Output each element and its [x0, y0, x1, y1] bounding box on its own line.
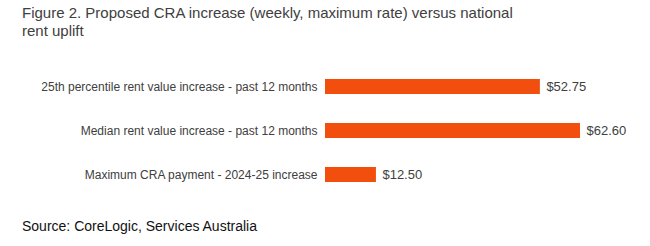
svg-text:$12.50: $12.50 — [382, 167, 422, 182]
svg-text:$62.60: $62.60 — [587, 123, 627, 138]
svg-text:Maximum CRA payment - 2024-25: Maximum CRA payment - 2024-25 increase — [85, 168, 318, 182]
svg-text:Median rent value increase - p: Median rent value increase - past 12 mon… — [81, 124, 318, 138]
html-text:Figure 2. Proposed CRA increas: Figure 2. Proposed CRA increase (weekly,… — [22, 4, 513, 39]
html-text:Source: CoreLogic, Services Au: Source: CoreLogic, Services Australia — [22, 218, 257, 234]
svg-text:25th percentile rent value inc: 25th percentile rent value increase - pa… — [41, 80, 317, 94]
svg-text:$52.75: $52.75 — [546, 79, 586, 94]
